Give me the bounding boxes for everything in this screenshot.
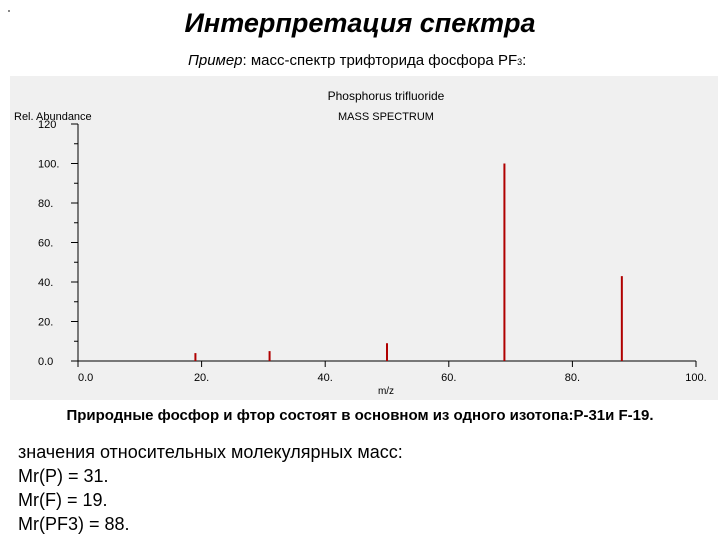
x-axis-label: m/z: [378, 386, 394, 397]
y-tick-label: 20.: [38, 317, 53, 329]
decorative-dot: [8, 10, 10, 12]
subtitle-prefix: Пример: [188, 52, 243, 69]
y-tick-label: 80.: [38, 198, 53, 210]
mass-list-heading: значения относительных молекулярных масс…: [18, 442, 403, 462]
x-tick-label: 0.0: [78, 372, 93, 384]
molecular-mass-list: значения относительных молекулярных масс…: [18, 440, 403, 536]
y-tick-label: 60.: [38, 238, 53, 250]
subtitle-subscript: 3: [517, 57, 523, 67]
x-tick-label: 100.: [685, 372, 706, 384]
page-title: Интерпретация спектра: [184, 8, 536, 38]
y-tick-label: 40.: [38, 277, 53, 289]
mass-spectrum-chart: Phosphorus trifluoride MASS SPECTRUM Rel…: [10, 76, 718, 400]
chart-subtitle: MASS SPECTRUM: [338, 111, 434, 123]
y-axis-label: Rel. Abundance: [14, 111, 92, 123]
mass-list-item: Mr(P) = 31.: [18, 466, 109, 486]
mass-list-item: Mr(PF3) = 88.: [18, 514, 130, 534]
x-tick-label: 80.: [565, 372, 580, 384]
y-tick-label: 0.0: [38, 356, 53, 368]
x-tick-label: 40.: [318, 372, 333, 384]
y-tick-label: 120: [38, 119, 56, 131]
page-subtitle: Пример: масс-спектр трифторида фосфора P…: [188, 52, 526, 69]
y-tick-label: 100.: [38, 159, 59, 171]
x-tick-label: 20.: [194, 372, 209, 384]
isotope-caption: Природные фосфор и фтор состоят в основн…: [66, 407, 654, 424]
chart-svg: Phosphorus trifluoride MASS SPECTRUM Rel…: [14, 89, 707, 397]
subtitle-end: :: [522, 52, 527, 69]
x-tick-label: 60.: [441, 372, 456, 384]
subtitle-text: : масс-спектр трифторида фосфора PF: [242, 52, 518, 69]
chart-title: Phosphorus trifluoride: [328, 89, 445, 103]
mass-list-item: Mr(F) = 19.: [18, 490, 108, 510]
